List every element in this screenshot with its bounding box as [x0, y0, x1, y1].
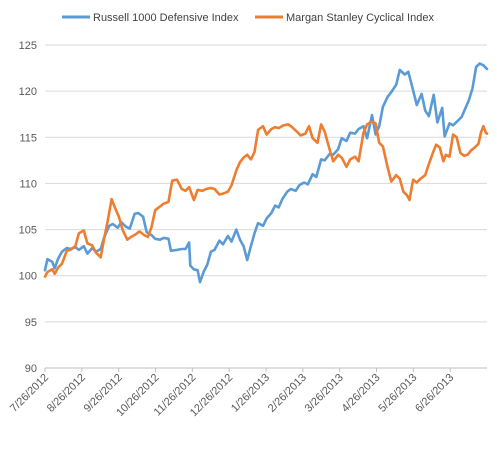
- x-tick-label: 5/26/2013: [376, 372, 419, 415]
- x-tick-label: 2/26/2013: [266, 372, 309, 415]
- y-tick-label: 95: [25, 317, 37, 329]
- x-tick-label: 4/26/2013: [340, 372, 383, 415]
- legend: Russell 1000 Defensive Index Margan Stan…: [62, 12, 434, 24]
- y-tick-label: 120: [19, 86, 37, 98]
- x-tick-label: 7/26/2012: [8, 372, 51, 415]
- legend-label-cyclical: Margan Stanley Cyclical Index: [286, 12, 434, 24]
- y-axis-tick-labels: 90 95 100 105 110 115 120 125: [19, 40, 37, 375]
- x-tick-label: 1/26/2013: [229, 372, 272, 415]
- x-tick-label: 6/26/2013: [413, 372, 456, 415]
- y-tick-label: 115: [19, 132, 37, 144]
- y-tick-label: 110: [19, 178, 37, 190]
- series-lines: [43, 62, 489, 284]
- series-line-defensive: [43, 62, 489, 284]
- x-tick-label: 8/26/2012: [45, 372, 88, 415]
- y-tick-label: 125: [19, 40, 37, 52]
- series-line-cyclical: [43, 120, 489, 278]
- y-tick-label: 90: [25, 363, 37, 375]
- x-axis-tick-labels: 7/26/20128/26/20129/26/201210/26/201211/…: [8, 368, 456, 419]
- x-tick-label: 3/26/2013: [303, 372, 346, 415]
- y-tick-label: 105: [19, 225, 37, 237]
- y-tick-label: 100: [19, 271, 37, 283]
- legend-label-defensive: Russell 1000 Defensive Index: [93, 12, 239, 24]
- gridlines: [45, 44, 487, 323]
